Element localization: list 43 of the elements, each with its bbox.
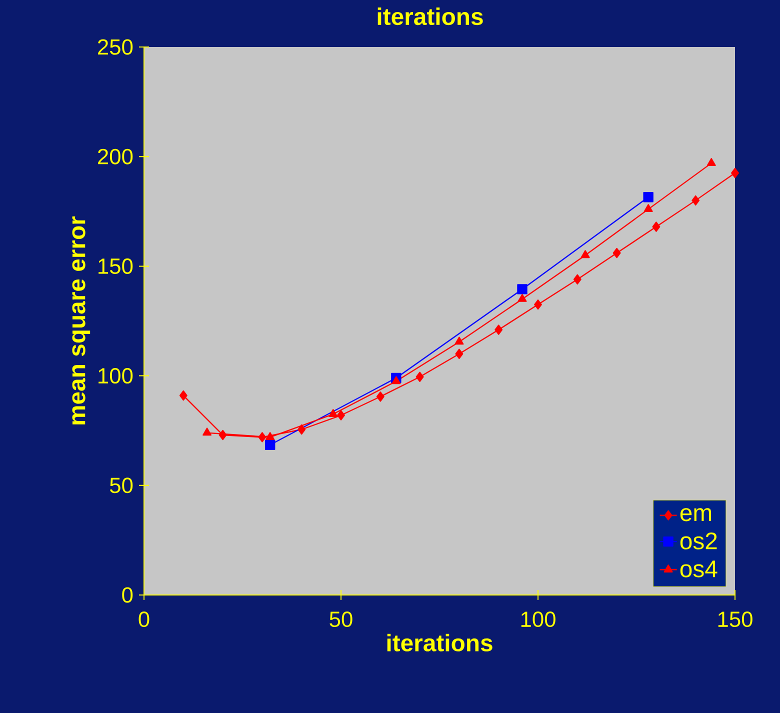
point [179,390,188,401]
y-axis-title: mean square error [72,216,90,424]
point [573,274,582,284]
legend-label: os2 [680,532,717,550]
chart-title: iterations [378,8,483,26]
legend-label: em [680,508,712,522]
point [218,430,227,440]
point [731,168,739,178]
point [706,158,716,166]
point [337,410,345,420]
point [416,372,424,382]
point [454,336,464,345]
y-tick-label: 150 [98,258,133,274]
point [692,195,700,206]
point [455,348,464,359]
x-tick-label: 100 [521,612,556,628]
point [517,284,528,294]
point [643,192,654,202]
point [328,409,338,418]
point [652,222,660,232]
point [534,299,542,310]
point [580,250,590,258]
y-tick-label: 0 [122,587,133,603]
point [258,432,266,442]
x-tick-label: 150 [718,612,752,628]
point [612,248,621,258]
point [518,294,527,302]
point [298,424,306,435]
point [376,392,384,402]
x-axis-title: iterations [387,634,492,652]
point [266,432,275,440]
point [644,204,653,212]
y-tick-label: 200 [98,148,133,164]
y-tick-label: 100 [98,368,133,384]
y-tick-label: 50 [110,478,133,494]
point [264,440,276,450]
legend-label: os4 [680,560,718,578]
point [202,428,212,436]
point [494,324,503,335]
point [392,376,401,384]
x-tick-label: 50 [330,612,352,628]
y-tick-label: 250 [98,39,133,55]
x-tick-label: 0 [138,612,150,628]
